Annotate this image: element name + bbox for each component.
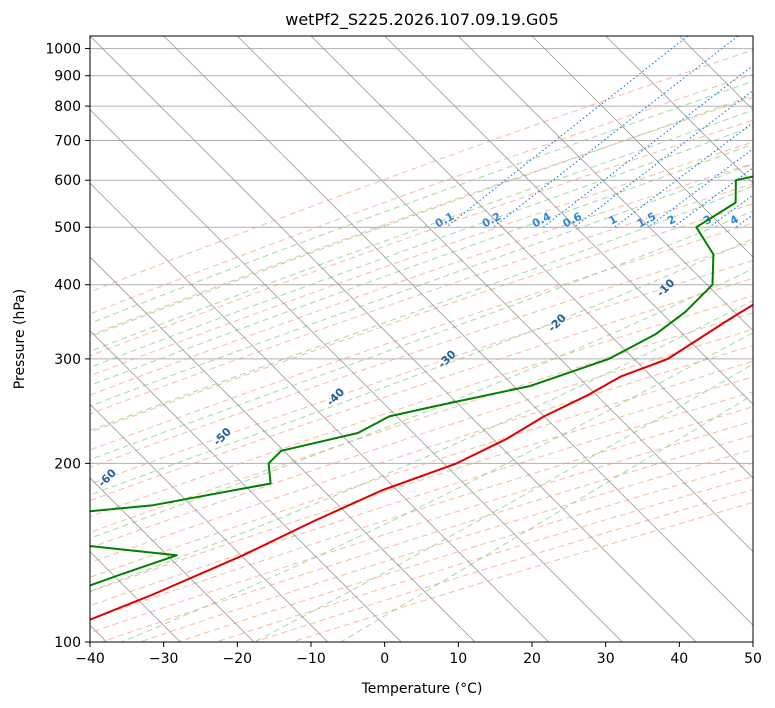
mixing-ratio-line	[542, 64, 753, 228]
x-tick-label: 10	[449, 651, 467, 667]
y-tick-label: 500	[54, 220, 81, 236]
isotherm-line	[605, 36, 753, 184]
mixing-ratio-line	[573, 89, 753, 228]
plot-area: 0.10.20.40.611.52346810131620253036-90-8…	[90, 36, 753, 642]
moist-adiabat-line	[90, 143, 753, 386]
x-axis: −40 −30 −20 −10 0 10 20 30 40 50	[75, 642, 762, 667]
isotherm-line	[310, 36, 753, 479]
x-tick-label: 20	[523, 651, 541, 667]
y-tick-label: 1000	[45, 42, 81, 58]
isotherm-line	[90, 477, 255, 642]
x-tick-label: 30	[597, 651, 615, 667]
isotherm-line	[90, 182, 549, 642]
x-tick-label: −30	[149, 651, 179, 667]
x-tick-label: −20	[223, 651, 253, 667]
temperature-trace	[90, 303, 753, 621]
isotherm-line	[90, 330, 402, 642]
x-tick-label: 50	[744, 651, 762, 667]
isotherm-line	[163, 36, 753, 626]
dry-adiabats	[90, 49, 753, 642]
y-axis-title: Pressure (hPa)	[12, 289, 28, 389]
moist-adiabat-line	[90, 238, 753, 496]
isotherm-line	[90, 256, 476, 642]
isotherm-line	[90, 36, 697, 642]
isotherm-line	[90, 403, 328, 642]
isotherm-line	[458, 36, 753, 332]
x-tick-label: 40	[670, 651, 688, 667]
isotherm-line	[237, 36, 753, 553]
dry-adiabat-line	[90, 328, 753, 549]
x-tick-label: 0	[380, 651, 389, 667]
moist-adiabat-line	[90, 163, 753, 407]
sounding-traces	[90, 175, 753, 621]
dry-adiabat-line	[90, 97, 753, 336]
y-tick-label: 700	[54, 134, 81, 150]
moist-adiabat-line	[254, 363, 753, 642]
moist-adiabat-line	[90, 299, 753, 592]
isotherms	[90, 36, 753, 642]
dewpoint-trace	[90, 175, 753, 587]
moist-adiabat-line	[121, 332, 753, 642]
dry-adiabat-line	[90, 203, 753, 433]
y-tick-label: 100	[54, 635, 81, 651]
y-tick-label: 200	[54, 456, 81, 472]
isotherm-line	[384, 36, 753, 405]
dry-adiabat-line	[90, 73, 753, 315]
dry-adiabat-line	[90, 259, 753, 485]
dry-adiabat-line	[90, 49, 753, 293]
moist-adiabat-line	[90, 94, 753, 338]
y-tick-label: 600	[54, 173, 81, 189]
mixing-ratio-line	[492, 36, 739, 228]
dry-adiabat-line	[90, 312, 753, 533]
dry-adiabat-line	[90, 222, 753, 451]
y-tick-label: 800	[54, 99, 81, 115]
isotherm-line	[90, 109, 623, 642]
isotherm-line	[531, 36, 753, 258]
mixing-ratio-line	[672, 167, 753, 228]
x-tick-label: −10	[296, 651, 326, 667]
dry-adiabat-line	[90, 391, 753, 607]
x-axis-title: Temperature (°C)	[361, 681, 483, 697]
y-tick-label: 300	[54, 352, 81, 368]
y-tick-label: 900	[54, 69, 81, 85]
moist-adiabat-line	[90, 80, 753, 324]
dry-adiabat-line	[90, 277, 753, 502]
dry-adiabat-line	[90, 360, 753, 578]
dry-adiabat-line	[90, 119, 753, 357]
moist-adiabats	[90, 80, 753, 642]
moist-adiabat-line	[90, 268, 753, 539]
plot-frame	[89, 35, 754, 643]
chart-title: wetPf2_S225.2026.107.09.19.G05	[285, 10, 559, 30]
pressure-gridlines	[90, 48, 753, 642]
mixing-ratio-lines	[445, 36, 753, 228]
y-axis: 100 200 300 400 500 600 700 800 900 1000	[45, 42, 90, 651]
dry-adiabat-line	[90, 141, 753, 377]
y-tick-label: 400	[54, 278, 81, 294]
x-tick-label: −40	[75, 651, 105, 667]
dry-adiabat-line	[90, 162, 753, 396]
moist-adiabat-line	[90, 185, 753, 432]
moist-adiabat-line	[90, 210, 753, 461]
